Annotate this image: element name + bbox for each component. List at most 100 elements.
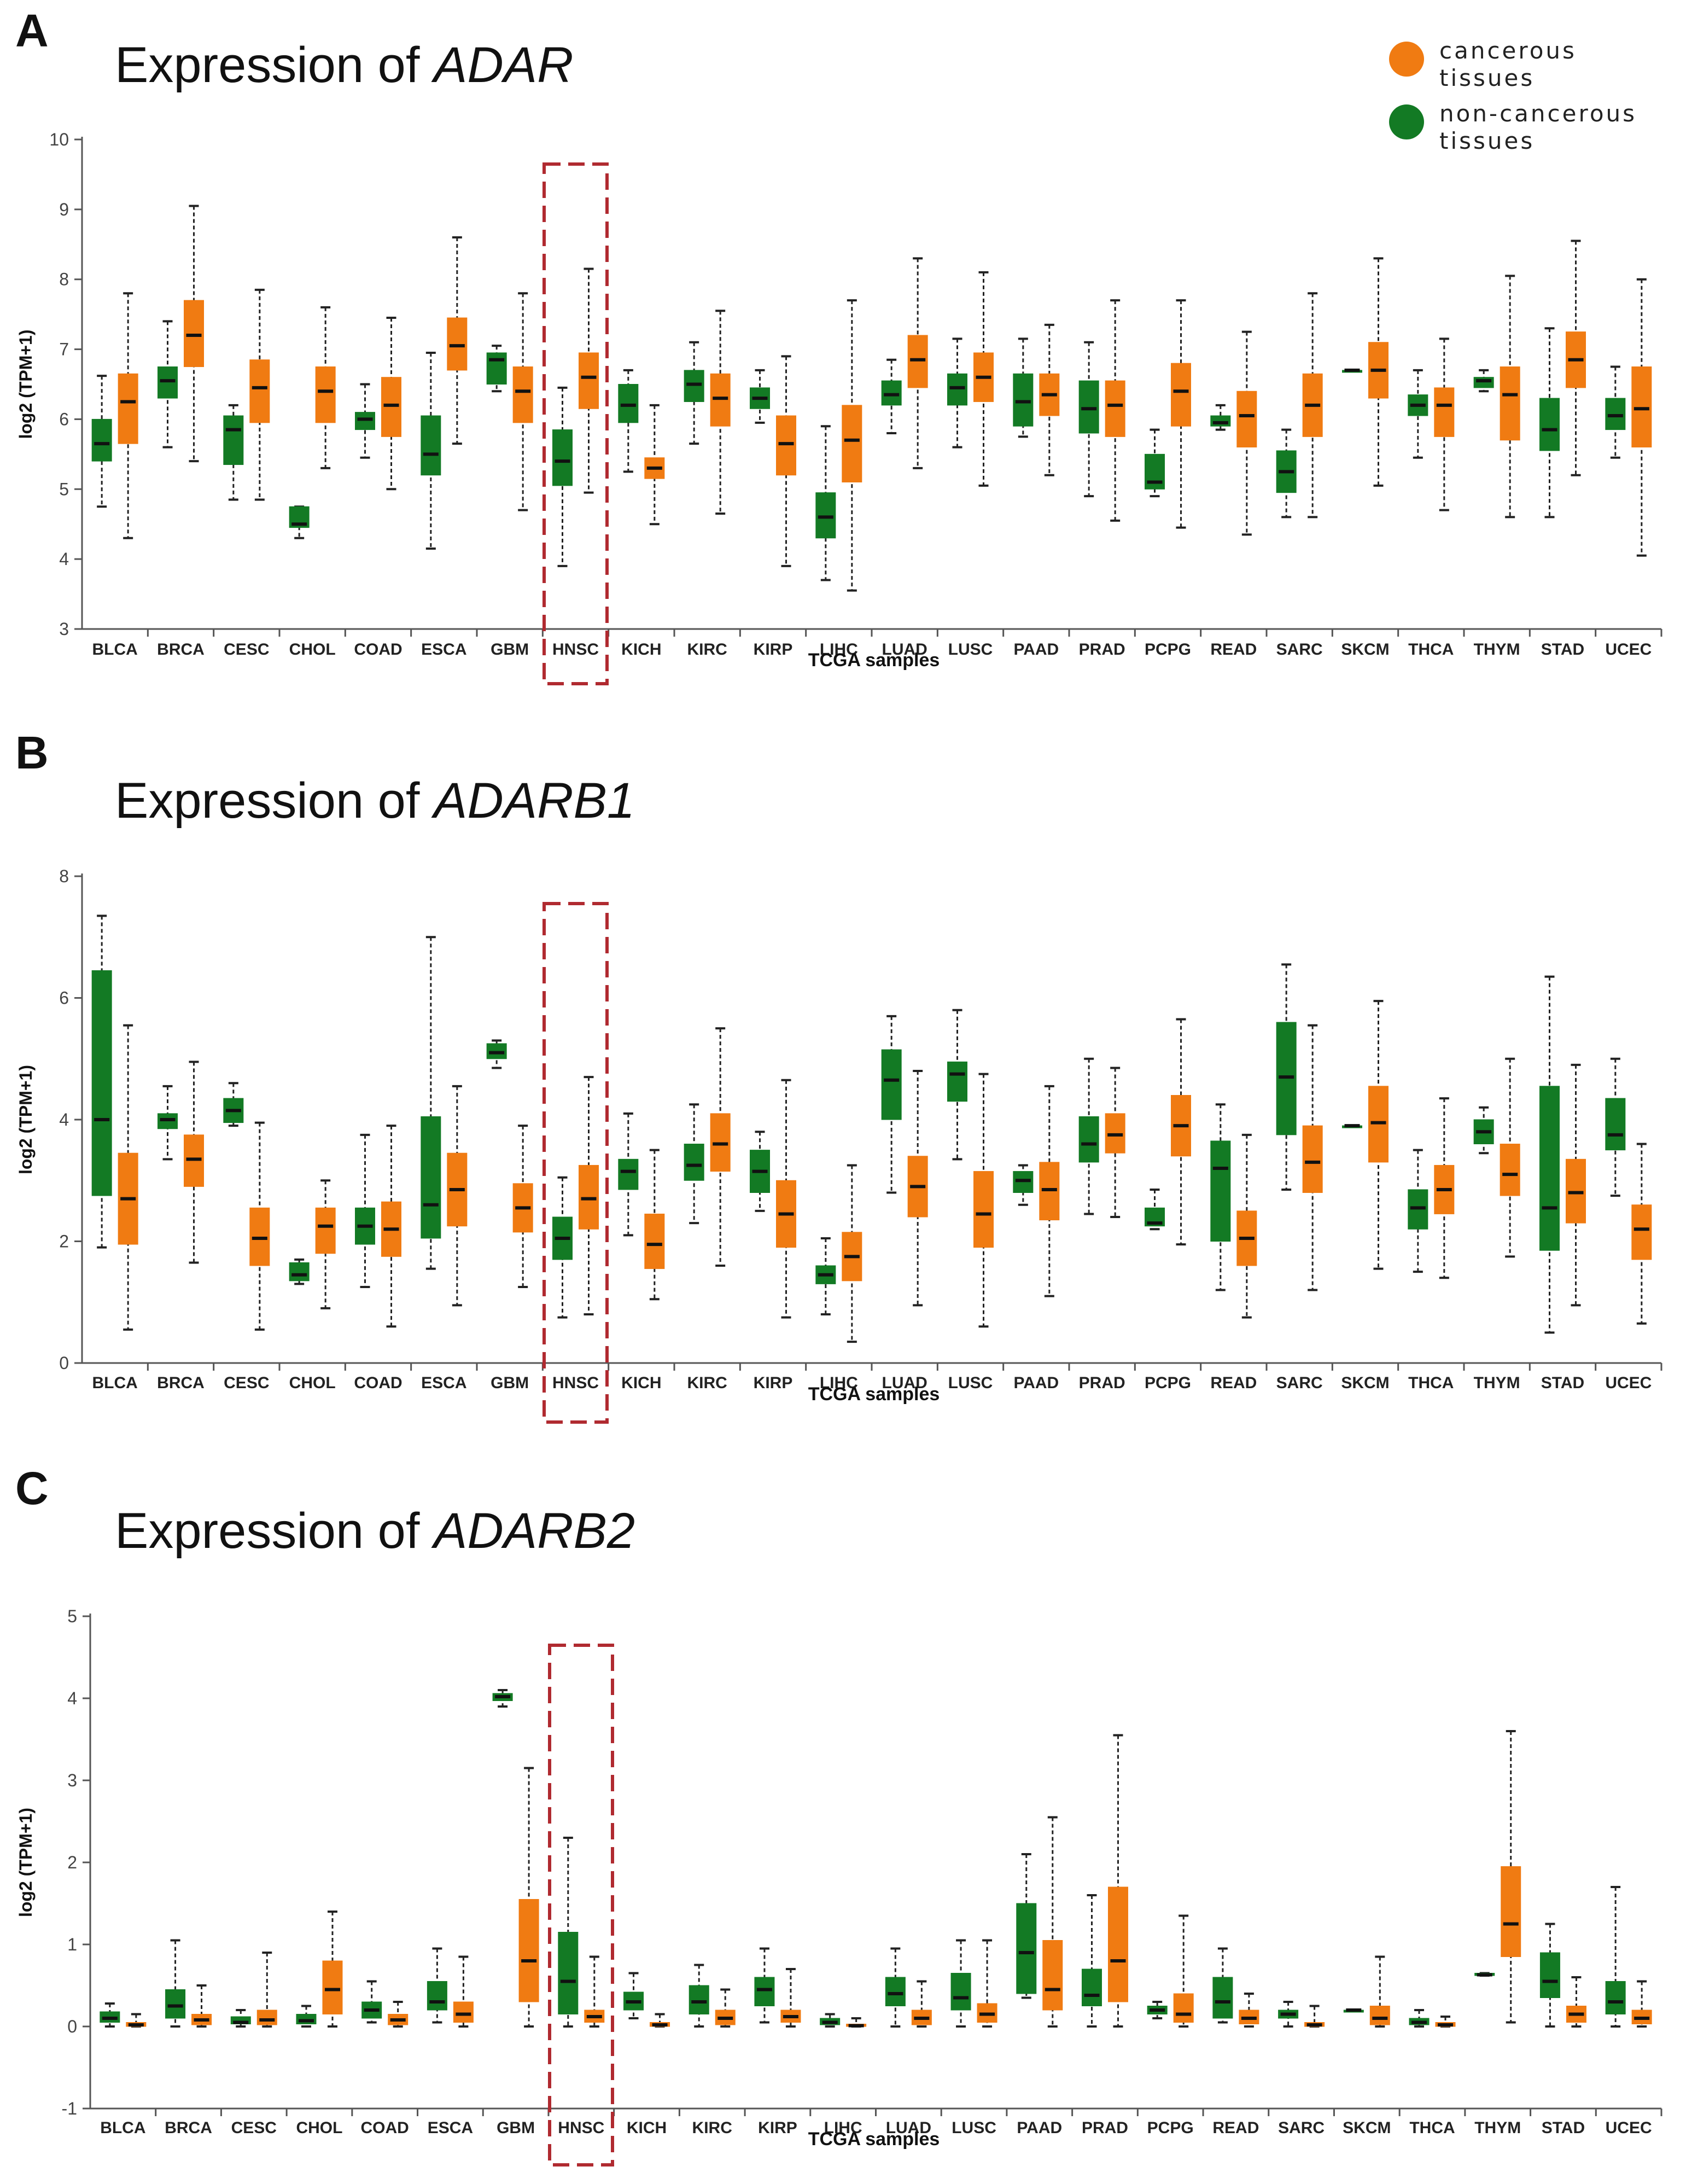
box-HNSC — [584, 1955, 605, 2028]
box-body — [1236, 391, 1257, 448]
box-body — [1078, 380, 1099, 434]
box-LUAD — [907, 1070, 928, 1307]
y-tick-label: 8 — [59, 270, 69, 289]
y-tick-label: 3 — [59, 619, 69, 639]
y-tick-label: 10 — [49, 130, 69, 149]
box-body — [1539, 1952, 1560, 1998]
box-CESC — [256, 1952, 277, 2028]
box-READ — [1236, 1133, 1257, 1319]
box-body — [579, 352, 599, 409]
box-CHOL — [322, 1911, 343, 2028]
chart-title-gene: ADARB2 — [431, 1503, 635, 1559]
box-body — [1105, 380, 1125, 437]
x-tick-label: SKCM — [1341, 640, 1389, 659]
box-CHOL — [315, 1179, 336, 1309]
x-tick-label: LIHC — [820, 640, 858, 659]
box-HNSC — [579, 1076, 599, 1315]
x-tick-label: LUSC — [952, 2119, 996, 2137]
x-tick-label: KIRC — [687, 1374, 727, 1392]
box-body — [1500, 1144, 1520, 1196]
box-body — [885, 1977, 906, 2006]
x-tick-label: READ — [1210, 1374, 1257, 1392]
box-UCEC — [1631, 1143, 1652, 1325]
box-LUSC — [973, 271, 994, 487]
box-body — [1473, 377, 1494, 388]
x-tick-label: LUSC — [948, 640, 993, 659]
x-tick-label: COAD — [354, 640, 402, 659]
box-body — [552, 429, 573, 486]
panel-B: B Expression of ADARB1 0 2 4 6 8 log2 (TPM+1) BL… — [15, 727, 1662, 1424]
box-PRAD — [1081, 1894, 1102, 2028]
box-body — [118, 373, 138, 444]
x-tick-label: LUAD — [886, 2119, 931, 2137]
x-tick-label: LUAD — [882, 1374, 927, 1392]
box-LUAD — [911, 1980, 932, 2028]
box-ESCA — [453, 1955, 474, 2028]
y-tick-label: 1 — [67, 1935, 77, 1954]
box-body — [486, 352, 507, 385]
x-tick-label: BLCA — [92, 1374, 138, 1392]
box-body — [644, 1213, 665, 1269]
box-body — [157, 366, 178, 399]
panel-letter: B — [15, 727, 49, 778]
x-tick-label: CESC — [224, 640, 269, 659]
x-tick-label: PRAD — [1079, 1374, 1125, 1392]
box-PAAD — [1016, 1853, 1037, 1999]
y-tick-label: 5 — [59, 479, 69, 499]
box-LUSC — [973, 1073, 994, 1328]
box-LUSC — [950, 1939, 971, 2028]
x-tick-label: KICH — [621, 1374, 661, 1392]
box-PAAD — [1013, 1164, 1034, 1206]
box-LIHC — [846, 2017, 867, 2028]
x-tick-label: THCA — [1408, 1374, 1454, 1392]
box-body — [421, 415, 441, 476]
box-CESC — [249, 1121, 270, 1331]
box-PCPG — [1147, 2001, 1168, 2019]
y-tick-label: 2 — [67, 1853, 77, 1872]
y-tick-label: 4 — [59, 549, 69, 569]
y-axis-label: log2 (TPM+1) — [16, 1065, 36, 1174]
box-COAD — [381, 317, 401, 491]
x-tick-label: THYM — [1474, 1374, 1520, 1392]
box-BRCA — [157, 1085, 178, 1161]
box-BRCA — [184, 205, 204, 463]
box-body — [1631, 366, 1652, 448]
x-tick-label: HNSC — [552, 640, 599, 659]
x-tick-label: THYM — [1474, 2119, 1521, 2137]
box-body — [1210, 1140, 1231, 1242]
x-tick-label: PAAD — [1013, 1374, 1059, 1392]
x-tick-label: GBM — [497, 2119, 535, 2137]
box-LIHC — [815, 1237, 836, 1315]
box-body — [1369, 2006, 1390, 2025]
y-tick-label: -1 — [62, 2099, 77, 2118]
box-THYM — [1474, 1972, 1495, 1977]
box-KIRP — [780, 1968, 801, 2028]
box-body — [950, 1973, 971, 2011]
box-SKCM — [1342, 1124, 1362, 1128]
box-body — [689, 1985, 709, 2014]
x-tick-label: BRCA — [165, 2119, 212, 2137]
chart-title: Expression of ADARB2 — [115, 1503, 635, 1559]
box-LUSC — [977, 1939, 997, 2028]
box-ESCA — [427, 1947, 447, 2024]
box-body — [289, 1262, 310, 1282]
box-body — [223, 415, 244, 465]
y-tick-label: 0 — [67, 2017, 77, 2036]
box-BRCA — [165, 1939, 186, 2028]
box-body — [684, 370, 704, 402]
x-tick-label: CESC — [231, 2119, 277, 2137]
x-tick-label: PAAD — [1013, 640, 1059, 659]
box-GBM — [486, 1039, 507, 1069]
box-CESC — [249, 288, 270, 501]
box-body — [618, 384, 639, 423]
box-GBM — [492, 1689, 513, 1708]
x-tick-label: CHOL — [289, 640, 336, 659]
box-PRAD — [1105, 1067, 1125, 1218]
y-tick-label: 9 — [59, 200, 69, 219]
box-UCEC — [1605, 1057, 1626, 1197]
box-STAD — [1539, 327, 1560, 519]
box-BLCA — [91, 375, 112, 508]
box-BLCA — [118, 292, 138, 539]
box-BLCA — [100, 2002, 120, 2028]
